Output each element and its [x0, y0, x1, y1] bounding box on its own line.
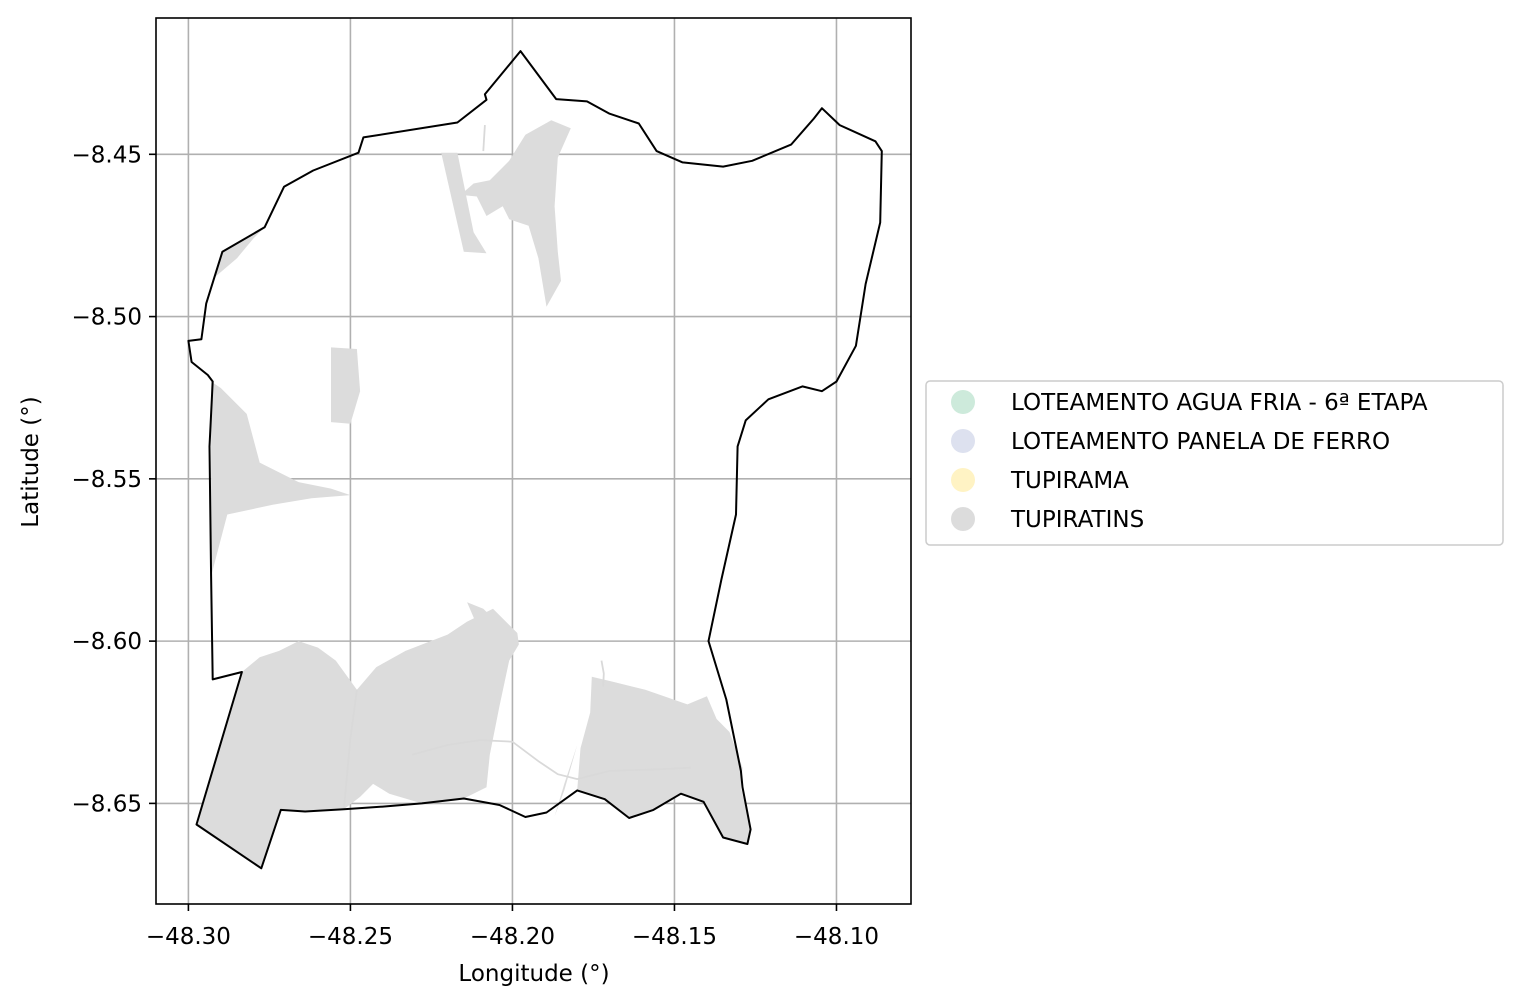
- road-line-1: [343, 689, 358, 810]
- x-tick-label-2: −48.20: [470, 924, 555, 950]
- x-axis-label: Longitude (°): [458, 961, 609, 987]
- legend-marker-2: [951, 468, 975, 492]
- legend: LOTEAMENTO AGUA FRIA - 6ª ETAPA LOTEAMENT…: [925, 380, 1504, 546]
- y-tick-label-3: −8.60: [72, 629, 142, 655]
- tupiratins-area-6: [331, 347, 361, 424]
- tupiratins-area-0: [196, 608, 519, 869]
- tupiratins-area-1: [331, 689, 351, 810]
- tupiratins-area-2: [577, 676, 751, 844]
- tupiratins-area-5: [441, 152, 487, 254]
- road-line-0: [411, 739, 691, 781]
- y-tick-label-1: −8.50: [72, 305, 142, 331]
- road-line-3: [600, 660, 605, 687]
- legend-marker-3: [951, 507, 975, 531]
- y-axis-ticks: −8.45 −8.50 −8.55 −8.60 −8.65: [72, 142, 156, 817]
- x-tick-label-4: −48.10: [794, 924, 879, 950]
- tupiratins-area-8: [214, 227, 265, 278]
- legend-items: LOTEAMENTO AGUA FRIA - 6ª ETAPA LOTEAMENT…: [951, 390, 1428, 533]
- tupiratins-area-9: [467, 602, 493, 625]
- y-axis-label: Latitude (°): [18, 396, 44, 527]
- plot-frame: [155, 17, 912, 905]
- municipal-boundary: [187, 50, 883, 870]
- y-tick-label-4: −8.65: [72, 791, 142, 817]
- tupiratins-areas: [196, 120, 751, 869]
- legend-frame: [925, 380, 1504, 546]
- tupiratins-area-7: [211, 381, 351, 577]
- legend-label-3: TUPIRATINS: [1010, 507, 1144, 533]
- legend-label-0: LOTEAMENTO AGUA FRIA - 6ª ETAPA: [1011, 390, 1428, 416]
- y-tick-label-2: −8.55: [72, 467, 142, 493]
- tupiratins-area-3: [554, 745, 578, 817]
- y-tick-label-0: −8.45: [72, 142, 142, 168]
- legend-marker-0: [951, 390, 975, 414]
- tupiratins-area-4: [460, 120, 571, 307]
- x-tick-label-0: −48.30: [146, 924, 231, 950]
- x-tick-label-1: −48.25: [308, 924, 393, 950]
- legend-marker-1: [951, 429, 975, 453]
- boundary-outline: [187, 50, 883, 870]
- legend-label-2: TUPIRAMA: [1010, 468, 1129, 494]
- x-tick-label-3: −48.15: [632, 924, 717, 950]
- road-line-2: [482, 125, 486, 152]
- x-axis-ticks: −48.30 −48.25 −48.20 −48.15 −48.10: [146, 904, 879, 950]
- road-lines: [343, 125, 691, 810]
- legend-label-1: LOTEAMENTO PANELA DE FERRO: [1011, 429, 1390, 455]
